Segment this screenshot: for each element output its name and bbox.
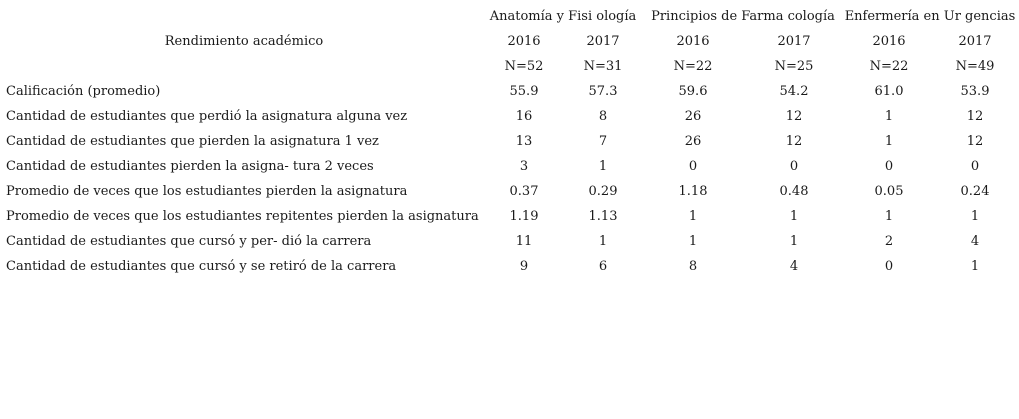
- table-row: Cantidad de estudiantes que cursó y per-…: [4, 229, 1016, 254]
- table-cell: 1: [688, 234, 698, 249]
- table-cell: 0.37: [509, 184, 539, 199]
- count-header: N=31: [583, 59, 623, 74]
- table-cell: 55.9: [509, 84, 539, 99]
- row-label: Promedio de veces que los estudiantes re…: [6, 209, 479, 224]
- year-header: 2017: [777, 34, 811, 49]
- header-empty-cell: [4, 4, 484, 29]
- table-cell: 0.05: [874, 184, 904, 199]
- table-cell: 0: [884, 159, 894, 174]
- count-header: N=52: [504, 59, 544, 74]
- table-cell: 6: [598, 259, 608, 274]
- table-cell: 8: [688, 259, 698, 274]
- table-cell: 57.3: [588, 84, 618, 99]
- row-label: Cantidad de estudiantes que pierden la a…: [6, 134, 379, 149]
- table-cell: 7: [598, 134, 608, 149]
- header-row-counts: N=52 N=31 N=22 N=25 N=22 N=49: [4, 54, 1016, 79]
- table-cell: 0.24: [960, 184, 990, 199]
- table-cell: 12: [785, 134, 803, 149]
- table-cell: 1: [789, 234, 799, 249]
- table-row: Promedio de veces que los estudiantes pi…: [4, 179, 1016, 204]
- table-row: Cantidad de estudiantes que cursó y se r…: [4, 254, 1016, 279]
- table-cell: 4: [789, 259, 799, 274]
- table-row: Cantidad de estudiantes pierden la asign…: [4, 154, 1016, 179]
- table-row: Cantidad de estudiantes que pierden la a…: [4, 129, 1016, 154]
- year-header: 2016: [676, 34, 710, 49]
- row-label: Cantidad de estudiantes que cursó y per-…: [6, 234, 372, 249]
- table-cell: 26: [684, 134, 702, 149]
- table-cell: 16: [515, 109, 533, 124]
- table-cell: 0.48: [779, 184, 809, 199]
- table-cell: 9: [519, 259, 529, 274]
- count-header: N=49: [955, 59, 995, 74]
- table-cell: 1: [970, 209, 980, 224]
- table-title: Rendimiento académico: [164, 34, 324, 49]
- count-header: N=22: [673, 59, 713, 74]
- table-cell: 2: [884, 234, 894, 249]
- table-cell: 1: [598, 234, 608, 249]
- table-cell: 0: [688, 159, 698, 174]
- group-header-anatomia: Anatomía y Fisi ología: [489, 9, 637, 24]
- table-cell: 1.18: [678, 184, 708, 199]
- table-cell: 0.29: [588, 184, 618, 199]
- table-cell: 59.6: [678, 84, 708, 99]
- count-header: N=22: [869, 59, 909, 74]
- table-cell: 11: [515, 234, 533, 249]
- table-row: Calificación (promedio) 55.9 57.3 59.6 5…: [4, 79, 1016, 104]
- table-body: Calificación (promedio) 55.9 57.3 59.6 5…: [4, 79, 1016, 279]
- table-cell: 1: [884, 134, 894, 149]
- table-cell: 0: [970, 159, 980, 174]
- table-row: Promedio de veces que los estudiantes re…: [4, 204, 1016, 229]
- academic-performance-table: Anatomía y Fisi ología Principios de Far…: [4, 4, 1016, 279]
- table-cell: 61.0: [874, 84, 904, 99]
- table-cell: 1.13: [588, 209, 618, 224]
- year-header: 2017: [586, 34, 620, 49]
- group-header-farmacologia: Principios de Farma cología: [651, 9, 835, 24]
- group-header-urgencias: Enfermería en Ur gencias: [844, 9, 1016, 24]
- table-cell: 12: [785, 109, 803, 124]
- table-cell: 1: [884, 209, 894, 224]
- table-cell: 12: [966, 134, 984, 149]
- row-label: Promedio de veces que los estudiantes pi…: [6, 184, 408, 199]
- row-label: Cantidad de estudiantes que perdió la as…: [6, 109, 408, 124]
- table-cell: 1: [789, 209, 799, 224]
- header-empty-cell: [4, 54, 484, 79]
- table-cell: 53.9: [960, 84, 990, 99]
- table-cell: 12: [966, 109, 984, 124]
- table-header: Anatomía y Fisi ología Principios de Far…: [4, 4, 1016, 79]
- row-label: Cantidad de estudiantes pierden la asign…: [6, 159, 374, 174]
- table-cell: 13: [515, 134, 533, 149]
- header-row-groups: Anatomía y Fisi ología Principios de Far…: [4, 4, 1016, 29]
- table-cell: 4: [970, 234, 980, 249]
- table-cell: 1: [884, 109, 894, 124]
- table-cell: 8: [598, 109, 608, 124]
- table-cell: 1: [598, 159, 608, 174]
- table-cell: 3: [519, 159, 529, 174]
- year-header: 2016: [872, 34, 906, 49]
- table-cell: 26: [684, 109, 702, 124]
- table-cell: 1.19: [509, 209, 539, 224]
- table-row: Cantidad de estudiantes que perdió la as…: [4, 104, 1016, 129]
- row-label: Cantidad de estudiantes que cursó y se r…: [6, 259, 397, 274]
- table-cell: 0: [789, 159, 799, 174]
- table-cell: 1: [688, 209, 698, 224]
- table-cell: 54.2: [779, 84, 809, 99]
- count-header: N=25: [774, 59, 814, 74]
- row-label: Calificación (promedio): [6, 84, 161, 99]
- year-header: 2017: [958, 34, 992, 49]
- header-row-years: Rendimiento académico 2016 2017 2016 201…: [4, 29, 1016, 54]
- year-header: 2016: [507, 34, 541, 49]
- table-cell: 0: [884, 259, 894, 274]
- table-cell: 1: [970, 259, 980, 274]
